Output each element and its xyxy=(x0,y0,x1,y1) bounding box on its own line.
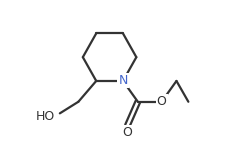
Text: O: O xyxy=(122,126,132,139)
Text: HO: HO xyxy=(35,110,55,123)
Text: O: O xyxy=(157,95,167,108)
Text: N: N xyxy=(118,74,128,87)
